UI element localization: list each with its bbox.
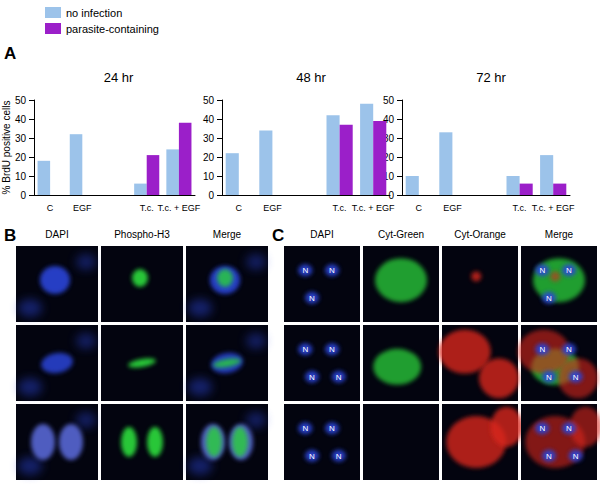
svg-text:10: 10 bbox=[15, 171, 27, 182]
svg-text:48 hr: 48 hr bbox=[296, 70, 326, 85]
svg-text:Phospho-H3: Phospho-H3 bbox=[114, 229, 170, 240]
html-text:A: A bbox=[4, 44, 17, 63]
svg-text:20: 20 bbox=[203, 152, 215, 163]
svg-text:0: 0 bbox=[388, 190, 394, 201]
svg-text:10: 10 bbox=[382, 170, 394, 182]
svg-text:N: N bbox=[329, 266, 335, 275]
svg-text:0: 0 bbox=[20, 190, 26, 201]
svg-text:24 hr: 24 hr bbox=[104, 70, 134, 85]
html-text:B: B bbox=[4, 226, 17, 245]
svg-text:40: 40 bbox=[382, 113, 394, 125]
svg-text:N: N bbox=[546, 294, 552, 303]
svg-text:C: C bbox=[416, 203, 423, 213]
svg-text:N: N bbox=[539, 266, 545, 275]
svg-text:T.c.: T.c. bbox=[140, 203, 154, 213]
html-text:C: C bbox=[272, 226, 285, 245]
svg-text:N: N bbox=[539, 345, 545, 354]
svg-text:T.c. + EGF: T.c. + EGF bbox=[352, 203, 395, 213]
svg-text:N: N bbox=[309, 373, 315, 382]
svg-text:30: 30 bbox=[15, 133, 27, 144]
svg-text:no infection: no infection bbox=[66, 7, 122, 19]
svg-text:N: N bbox=[309, 452, 315, 461]
svg-text:50: 50 bbox=[383, 95, 395, 106]
svg-text:N: N bbox=[336, 373, 342, 382]
svg-text:N: N bbox=[566, 424, 572, 433]
svg-text:30: 30 bbox=[382, 132, 394, 144]
svg-text:T.c.: T.c. bbox=[513, 203, 527, 213]
svg-text:C: C bbox=[236, 203, 243, 213]
svg-text:T.c. + EGF: T.c. + EGF bbox=[158, 203, 201, 213]
svg-text:0: 0 bbox=[208, 190, 214, 201]
svg-text:Merge: Merge bbox=[213, 229, 242, 240]
svg-text:EGF: EGF bbox=[73, 203, 92, 213]
svg-text:72 hr: 72 hr bbox=[476, 70, 506, 85]
svg-text:30: 30 bbox=[203, 133, 215, 144]
svg-text:N: N bbox=[566, 345, 572, 354]
svg-text:N: N bbox=[302, 345, 308, 354]
svg-text:20: 20 bbox=[382, 151, 394, 163]
svg-text:N: N bbox=[573, 452, 579, 461]
svg-text:N: N bbox=[302, 266, 308, 275]
svg-text:50: 50 bbox=[15, 95, 27, 106]
svg-text:N: N bbox=[302, 424, 308, 433]
svg-text:Cyt-Green: Cyt-Green bbox=[378, 229, 424, 240]
svg-text:N: N bbox=[546, 452, 552, 461]
svg-text:40: 40 bbox=[203, 114, 215, 125]
svg-text:parasite-containing: parasite-containing bbox=[66, 23, 159, 35]
svg-text:40: 40 bbox=[15, 114, 27, 125]
svg-text:10: 10 bbox=[203, 171, 215, 182]
svg-text:EGF: EGF bbox=[443, 203, 462, 213]
svg-text:T.c. + EGF: T.c. + EGF bbox=[532, 203, 575, 213]
svg-text:N: N bbox=[566, 266, 572, 275]
svg-text:N: N bbox=[539, 424, 545, 433]
svg-text:N: N bbox=[329, 424, 335, 433]
svg-text:N: N bbox=[329, 345, 335, 354]
svg-text:EGF: EGF bbox=[263, 203, 282, 213]
svg-text:Merge: Merge bbox=[545, 229, 574, 240]
svg-text:C: C bbox=[47, 203, 54, 213]
svg-text:20: 20 bbox=[15, 152, 27, 163]
svg-text:N: N bbox=[546, 373, 552, 382]
svg-text:Cyt-Orange: Cyt-Orange bbox=[454, 229, 506, 240]
svg-text:N: N bbox=[336, 452, 342, 461]
svg-text:N: N bbox=[573, 373, 579, 382]
svg-text:DAPI: DAPI bbox=[310, 229, 333, 240]
svg-text:DAPI: DAPI bbox=[45, 229, 68, 240]
svg-text:% BrdU positive cells: % BrdU positive cells bbox=[1, 101, 12, 195]
svg-text:N: N bbox=[309, 294, 315, 303]
svg-text:50: 50 bbox=[203, 95, 215, 106]
svg-text:T.c.: T.c. bbox=[333, 203, 347, 213]
